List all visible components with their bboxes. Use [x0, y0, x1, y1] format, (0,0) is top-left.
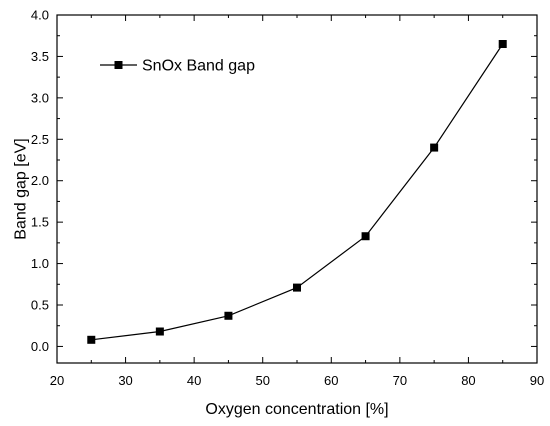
- axis-ticks-layer: 20 30 40 50 60 70 80 90 0.0 0.5 1.0 1.5 2.0 2.5 3.0 3.5…: [31, 8, 544, 389]
- data-point-marker: [361, 232, 370, 241]
- x-tick-label: 20: [50, 373, 64, 388]
- y-tick-label: 1.5: [31, 215, 49, 230]
- y-tick-label: 3.0: [31, 90, 49, 105]
- y-tick-label: 2.5: [31, 132, 49, 147]
- x-tick-label: 60: [324, 373, 338, 388]
- x-tick-label: 40: [187, 373, 201, 388]
- y-tick-label: 2.0: [31, 173, 49, 188]
- data-point-marker: [224, 311, 233, 320]
- legend-label: SnOx Band gap: [142, 58, 255, 75]
- series-line: [91, 43, 504, 341]
- plot-frame-layer: [56, 14, 538, 364]
- y-tick-label: 0.0: [31, 339, 49, 354]
- plot-area-border: [56, 14, 538, 364]
- x-tick-label: 50: [255, 373, 269, 388]
- y-tick-label: 1.0: [31, 256, 49, 271]
- x-tick-label: 90: [530, 373, 544, 388]
- x-tick-label: 30: [118, 373, 132, 388]
- y-tick-label: 4.0: [31, 8, 49, 23]
- data-point-marker: [293, 283, 301, 292]
- x-tick-label: 80: [461, 373, 475, 388]
- series-layer: [87, 40, 507, 344]
- legend-marker: [114, 61, 123, 69]
- x-axis-label: Oxygen concentration [%]: [205, 401, 388, 418]
- data-point-marker: [498, 40, 507, 48]
- y-tick-label: 0.5: [31, 298, 49, 313]
- data-point-marker: [430, 143, 439, 152]
- legend: SnOx Band gap: [100, 58, 255, 75]
- y-axis-label: Band gap [eV]: [13, 138, 30, 239]
- data-point-marker: [87, 335, 96, 344]
- y-tick-label: 3.5: [31, 49, 49, 64]
- x-tick-label: 70: [393, 373, 407, 388]
- data-point-marker: [155, 327, 164, 336]
